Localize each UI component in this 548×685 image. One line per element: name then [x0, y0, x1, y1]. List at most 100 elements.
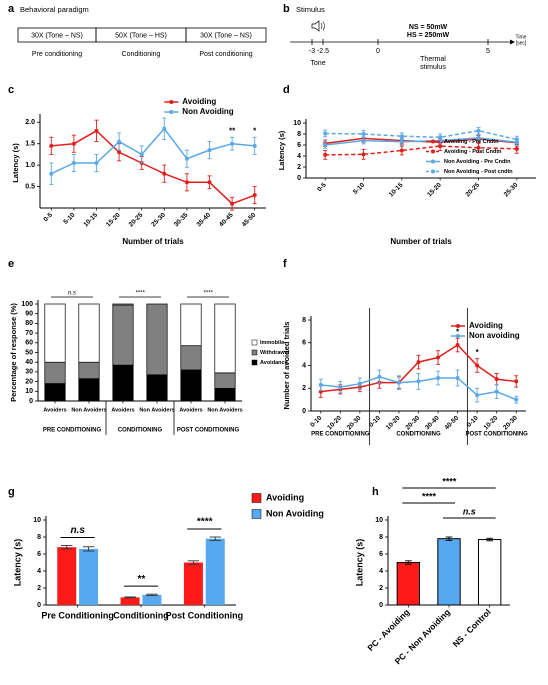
x-tick-label: 20-25: [128, 211, 145, 228]
panel-label: c: [8, 84, 14, 96]
y-tick-label: 8: [379, 534, 383, 541]
data-point: [438, 135, 443, 140]
y-tick-label: 4: [37, 568, 41, 575]
y-tick-label: 6: [302, 340, 306, 347]
significance-label: n.s: [70, 525, 85, 536]
group-label: POST CONDITIONING: [466, 432, 529, 438]
y-axis-label: Latency (s): [12, 539, 22, 587]
legend-label: Avoiding - Post Cndtn: [444, 149, 502, 155]
y-tick-label: 2: [302, 385, 306, 392]
bar-segment: [180, 369, 202, 402]
data-point: [117, 139, 122, 144]
y-tick-label: 1.0: [25, 162, 35, 169]
data-point: [436, 376, 441, 381]
data-point: [162, 126, 167, 131]
data-point: [361, 138, 366, 143]
y-tick-label: 0: [379, 602, 383, 609]
bar-segment: [180, 303, 202, 347]
data-point: [514, 379, 519, 384]
x-tick-label: 10-15: [82, 211, 99, 228]
bar-segment: [180, 345, 202, 371]
y-tick-label: 8: [302, 317, 306, 324]
legend-swatch: [251, 493, 262, 503]
legend-marker: [431, 169, 435, 174]
data-point: [494, 377, 499, 382]
sound-waves: [320, 21, 325, 31]
group-label: PRE CONDITIONING: [43, 428, 102, 434]
y-tick-label: 90: [25, 311, 33, 318]
x-tick-label: 35-40: [195, 211, 212, 228]
legend-label: Non Avoiding: [266, 508, 324, 518]
legend-label: Avoiding: [266, 492, 304, 502]
panel-title: Stimulus: [296, 5, 325, 14]
legend-label: Avoidance: [260, 360, 288, 366]
legend-label: Non avoiding: [469, 331, 520, 340]
data-point: [207, 180, 212, 185]
bar: [437, 538, 461, 606]
phase-box: [185, 27, 267, 43]
y-axis-label: Latency (s): [354, 539, 364, 587]
intensity-label: HS = 250mW: [407, 32, 450, 39]
panel-label: h: [372, 486, 379, 498]
y-tick-label: 0: [302, 408, 306, 415]
data-point: [94, 161, 99, 165]
group-label: CONDITIONING: [396, 432, 441, 438]
bar: [396, 562, 421, 606]
x-tick-label: 10-15: [388, 181, 405, 198]
bar-segment: [214, 303, 236, 374]
legend-marker: [431, 159, 435, 164]
bar-segment: [112, 303, 134, 306]
data-point: [475, 363, 480, 368]
timeline-tick-label: 0: [376, 48, 380, 55]
group-label: PRE CONDITIONING: [311, 432, 370, 438]
legend-marker: [431, 139, 435, 144]
x-tick-label: 40-45: [218, 211, 235, 228]
significance-label: *: [253, 126, 257, 135]
x-tick-label: 10-20: [385, 414, 402, 431]
legend-label: Withdrawal: [260, 350, 290, 356]
legend-swatch: [251, 509, 262, 519]
legend-label: Avoiding - Pre Cndtn: [444, 139, 499, 145]
x-tick-label: 10-20: [326, 414, 343, 431]
bar-segment: [78, 361, 100, 380]
intensity-label: NS = 50mW: [409, 24, 448, 31]
data-point: [476, 128, 481, 133]
y-tick-label: 10: [375, 517, 383, 524]
timeline-axis-unit: [sec]: [516, 40, 527, 46]
box-label: 30X (Tone – NS): [31, 32, 83, 39]
significance-label: *: [456, 327, 460, 336]
group-label: POST CONDITIONING: [177, 428, 240, 434]
bar-segment: [214, 372, 236, 389]
bar-segment: [78, 303, 100, 363]
legend-label: Avoiding: [182, 97, 216, 106]
panel-label: f: [283, 258, 287, 270]
x-tick-label: Post Conditioning: [166, 610, 243, 620]
significance-label: ****: [135, 291, 145, 297]
data-point: [416, 379, 421, 384]
legend-label: Immobile: [260, 340, 284, 346]
significance-label: ****: [422, 491, 437, 501]
data-point: [494, 389, 499, 394]
box-label: 50X (Tone – HS): [115, 32, 167, 39]
x-tick-label: NS - Control: [451, 607, 493, 649]
legend-label: Non Avoiding: [182, 107, 234, 116]
y-tick-label: 100: [21, 301, 33, 308]
timeline-axis-label: Time: [516, 34, 527, 40]
data-point: [455, 376, 460, 381]
data-point: [117, 150, 122, 155]
significance-label: **: [137, 574, 146, 585]
y-tick-label: 80: [25, 320, 33, 327]
data-point: [162, 171, 167, 176]
bar: [120, 597, 140, 605]
series-line: [50, 127, 255, 175]
bar-segment: [214, 388, 236, 402]
y-tick-label: 10: [25, 388, 33, 395]
x-tick-label: Pre Conditioning: [41, 610, 114, 620]
significance-label: **: [229, 126, 236, 135]
significance-label: *: [476, 348, 480, 357]
data-point: [455, 343, 460, 348]
x-tick-label: 0-10: [309, 414, 323, 428]
data-point: [318, 382, 323, 387]
phase-label: Conditioning: [122, 51, 161, 58]
